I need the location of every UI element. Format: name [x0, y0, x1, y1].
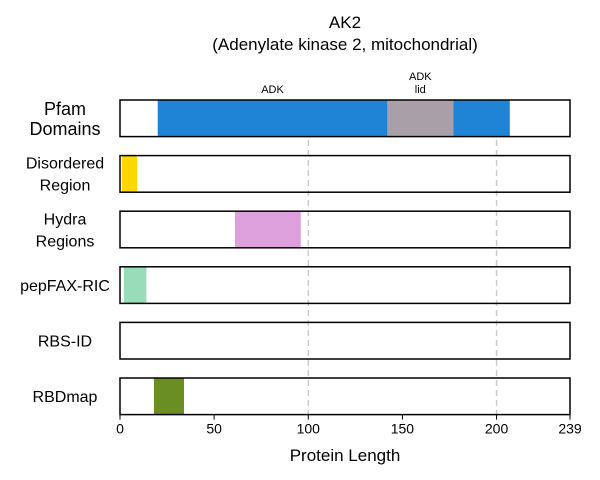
domain-label-pfam-1-0: ADK [409, 71, 432, 83]
track-border-rbdmap [119, 377, 571, 416]
row-label-pepfax-0: pepFAX-RIC [20, 278, 110, 295]
track-border-disordered [119, 154, 571, 193]
domain-label-pfam-1-1: lid [415, 84, 426, 96]
chart-title-line2: (Adenylate kinase 2, mitochondrial) [212, 35, 478, 54]
track-rows: PfamDomainsADKADKlidDisorderedRegionHydr… [20, 71, 571, 416]
row-label-pfam-0: Pfam [44, 99, 86, 119]
row-disordered: Disordered Region [26, 154, 571, 195]
row-label-disordered-0: Disordered [26, 156, 104, 173]
track-border-pepfax [119, 266, 571, 305]
x-tick-label-2: 100 [297, 421, 321, 437]
x-axis-label: Protein Length [290, 446, 401, 465]
row-hydra: Hydra Regions [36, 210, 571, 250]
gridlines [307, 100, 498, 415]
segment-hydra-0 [234, 211, 301, 248]
x-axis: 0 50 100 150 200 239 [116, 414, 582, 437]
track-border-rbsid [119, 321, 571, 360]
row-label-pfam-1: Domains [29, 119, 100, 139]
row-pepfax: pepFAX-RIC [20, 266, 571, 305]
track-border-hydra [119, 210, 571, 249]
row-label-hydra-0: Hydra [44, 211, 87, 228]
domain-label-pfam-0-0: ADK [261, 84, 284, 96]
segment-pfam-0 [157, 100, 388, 137]
x-tick-label-5: 239 [558, 421, 582, 437]
row-label-rbdmap-0: RBDmap [33, 389, 98, 406]
segment-pepfax-0 [123, 266, 147, 304]
x-tick-label-4: 200 [485, 421, 509, 437]
row-label-disordered-1: Region [40, 178, 91, 195]
track-border-pfam [119, 99, 571, 138]
row-label-hydra-1: Regions [36, 233, 95, 250]
x-tick-label-1: 50 [206, 421, 222, 437]
row-label-rbsid-0: RBS-ID [38, 334, 92, 351]
chart-title-line1: AK2 [329, 13, 361, 32]
segment-pfam-2 [453, 100, 510, 137]
x-tick-label-3: 150 [391, 421, 415, 437]
segment-pfam-1 [387, 100, 454, 137]
row-rbdmap: RBDmap [33, 377, 571, 416]
x-tick-label-0: 0 [116, 421, 124, 437]
segment-disordered-0 [121, 155, 137, 193]
segment-rbdmap-0 [153, 378, 184, 415]
row-rbsid: RBS-ID [38, 321, 571, 360]
